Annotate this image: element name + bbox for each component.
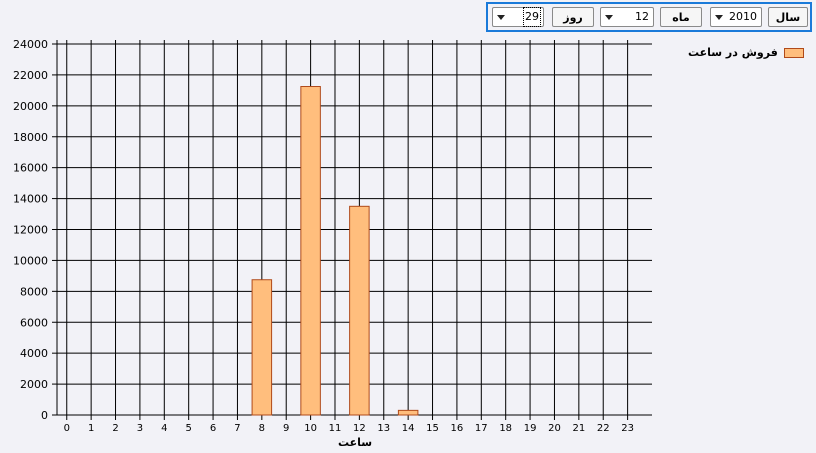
- x-tick-label: 22: [597, 423, 610, 434]
- x-tick-label: 11: [329, 423, 342, 434]
- year-value: 2010: [729, 10, 757, 23]
- bar-hour-10: [300, 86, 321, 416]
- y-tick-label: 18000: [13, 131, 48, 144]
- x-tick-label: 7: [234, 423, 240, 434]
- x-tick-label: 19: [524, 423, 537, 434]
- x-tick-label: 17: [475, 423, 488, 434]
- x-tick-label: 21: [572, 423, 585, 434]
- y-tick-label: 10000: [13, 254, 48, 267]
- month-value: 12: [635, 10, 649, 23]
- y-tick-label: 6000: [20, 316, 48, 329]
- x-tick-label: 13: [377, 423, 390, 434]
- bar-hour-14: [397, 409, 419, 416]
- y-tick-label: 4000: [20, 347, 48, 360]
- month-select[interactable]: 12: [600, 7, 654, 27]
- y-tick-label: 16000: [13, 162, 48, 175]
- y-tick-label: 20000: [13, 100, 48, 113]
- x-tick-label: 23: [621, 423, 634, 434]
- year-button[interactable]: سال: [768, 7, 808, 27]
- y-tick-label: 22000: [13, 69, 48, 82]
- bar-hour-8: [251, 279, 273, 416]
- x-tick-label: 1: [88, 423, 94, 434]
- x-tick-label: 2: [112, 423, 118, 434]
- bar-hour-12: [349, 205, 370, 416]
- chart-legend: فروش در ساعت: [688, 46, 804, 59]
- x-tick-label: 18: [499, 423, 512, 434]
- x-tick-label: 10: [304, 423, 317, 434]
- month-button[interactable]: ماه: [660, 7, 702, 27]
- legend-label: فروش در ساعت: [688, 46, 778, 59]
- x-tick-label: 5: [185, 423, 191, 434]
- x-axis-label: ساعت: [337, 436, 373, 449]
- x-tick-label: 20: [548, 423, 561, 434]
- x-tick-label: 6: [210, 423, 216, 434]
- date-filter-toolbar: 29 روز 12 ماه 2010 سال: [486, 2, 812, 32]
- x-tick-label: 9: [283, 423, 289, 434]
- x-tick-label: 16: [451, 423, 464, 434]
- day-select[interactable]: 29: [492, 7, 544, 27]
- y-tick-label: 2000: [20, 378, 48, 391]
- day-button[interactable]: روز: [552, 7, 594, 27]
- day-value: 29: [523, 7, 541, 27]
- y-tick-label: 12000: [13, 224, 48, 237]
- legend-swatch: [783, 47, 804, 58]
- y-tick-label: 8000: [20, 285, 48, 298]
- x-tick-label: 4: [161, 423, 167, 434]
- x-tick-label: 15: [426, 423, 439, 434]
- year-select[interactable]: 2010: [710, 7, 762, 27]
- x-tick-label: 8: [259, 423, 265, 434]
- x-tick-label: 12: [353, 423, 366, 434]
- x-tick-label: 14: [402, 423, 415, 434]
- x-tick-label: 3: [137, 423, 143, 434]
- y-tick-label: 24000: [13, 38, 48, 51]
- x-tick-label: 0: [64, 423, 70, 434]
- y-tick-label: 14000: [13, 193, 48, 206]
- y-tick-label: 0: [41, 409, 48, 422]
